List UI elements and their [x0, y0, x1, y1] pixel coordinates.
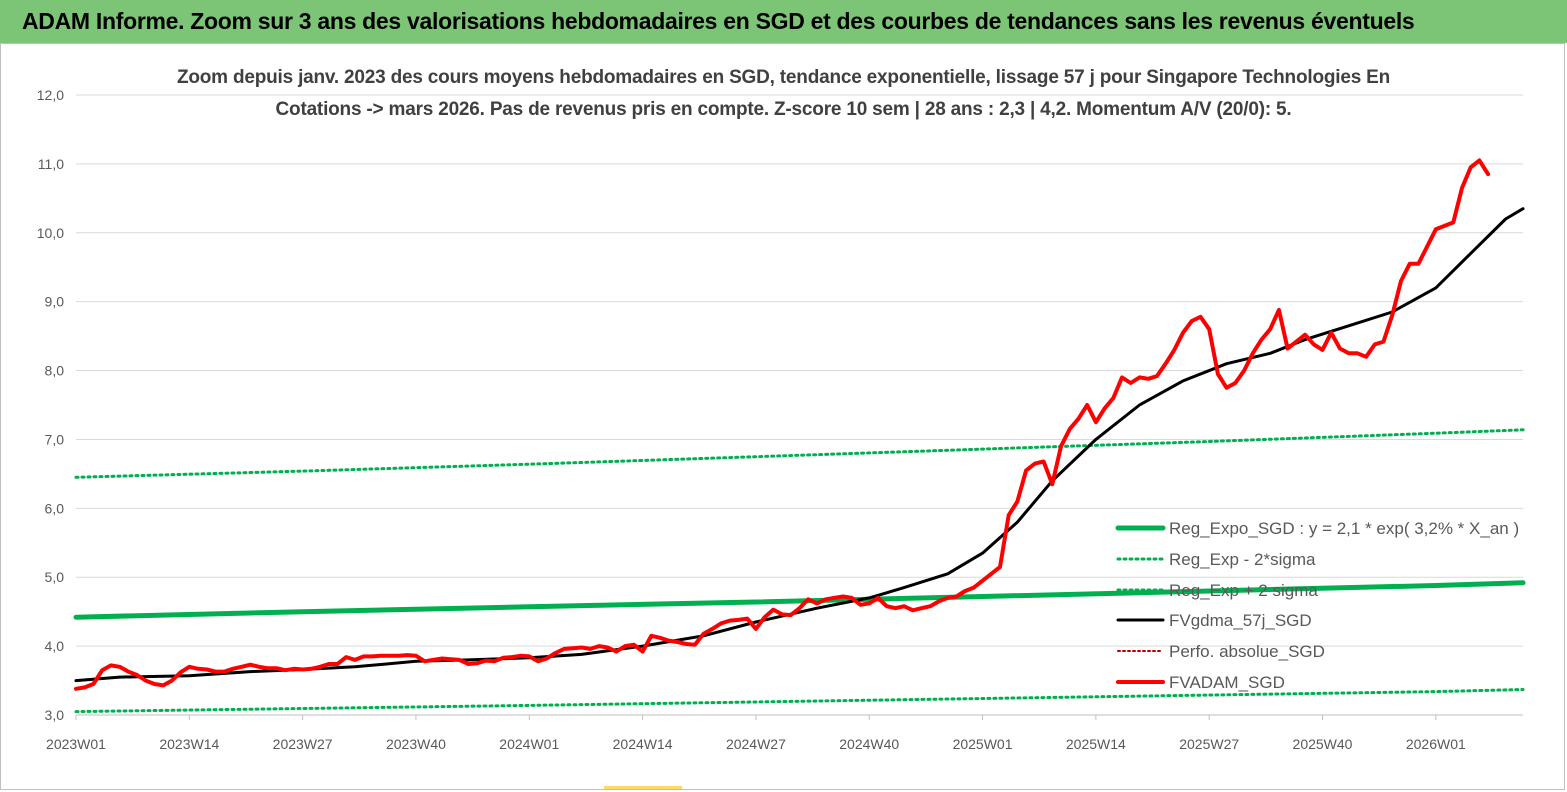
x-tick-label: 2025W01 — [953, 736, 1013, 752]
y-tick-label: 6,0 — [45, 500, 65, 516]
report-banner: ADAM Informe. Zoom sur 3 ans des valoris… — [0, 0, 1567, 43]
legend-label: Reg_Exp + 2 sigma — [1169, 581, 1318, 600]
series-line-reg-exp — [74, 688, 1525, 714]
x-tick-label: 2023W01 — [46, 736, 106, 752]
y-tick-label: 3,0 — [45, 707, 65, 723]
x-tick-label: 2025W27 — [1179, 736, 1239, 752]
x-tick-label: 2025W14 — [1066, 736, 1126, 752]
y-tick-label: 9,0 — [45, 294, 65, 310]
x-tick-label: 2026W01 — [1406, 736, 1466, 752]
y-tick-label: 8,0 — [45, 363, 65, 379]
chart-title-line-2: Cotations -> mars 2026. Pas de revenus p… — [275, 99, 1292, 120]
legend-label: FVADAM_SGD — [1169, 673, 1285, 692]
series-line-fvadam-sgd — [74, 158, 1491, 691]
report-title: ADAM Informe. Zoom sur 3 ans des valoris… — [22, 8, 1415, 34]
x-tick-label: 2024W27 — [726, 736, 786, 752]
y-tick-label: 11,0 — [38, 156, 64, 172]
x-tick-label: 2024W40 — [839, 736, 899, 752]
legend-label: Reg_Expo_SGD : y = 2,1 * exp( 3,2% * X_a… — [1169, 519, 1519, 538]
y-tick-label: 12,0 — [37, 87, 64, 103]
chart-title: Zoom depuis janv. 2023 des cours moyens … — [0, 62, 1567, 126]
y-tick-label: 10,0 — [37, 225, 64, 241]
selection-marker — [604, 786, 682, 789]
x-tick-label: 2024W14 — [613, 736, 673, 752]
legend-label: Reg_Exp - 2*sigma — [1169, 550, 1316, 569]
x-tick-label: 2023W40 — [386, 736, 446, 752]
x-tick-label: 2025W40 — [1293, 736, 1353, 752]
x-tick-label: 2024W01 — [499, 736, 559, 752]
x-tick-label: 2023W14 — [159, 736, 219, 752]
y-tick-label: 4,0 — [45, 638, 65, 654]
series-line-fvgdma-57j-sgd — [74, 207, 1525, 683]
x-tick-label: 2023W27 — [273, 736, 333, 752]
legend-label: Perfo. absolue_SGD — [1169, 642, 1325, 661]
series-line-reg-exp — [74, 428, 1525, 479]
chart-title-line-1: Zoom depuis janv. 2023 des cours moyens … — [176, 67, 1391, 88]
legend-label: FVgdma_57j_SGD — [1169, 611, 1312, 630]
chart-frame — [0, 43, 1565, 790]
y-tick-label: 5,0 — [45, 569, 65, 585]
y-tick-label: 7,0 — [45, 431, 65, 447]
